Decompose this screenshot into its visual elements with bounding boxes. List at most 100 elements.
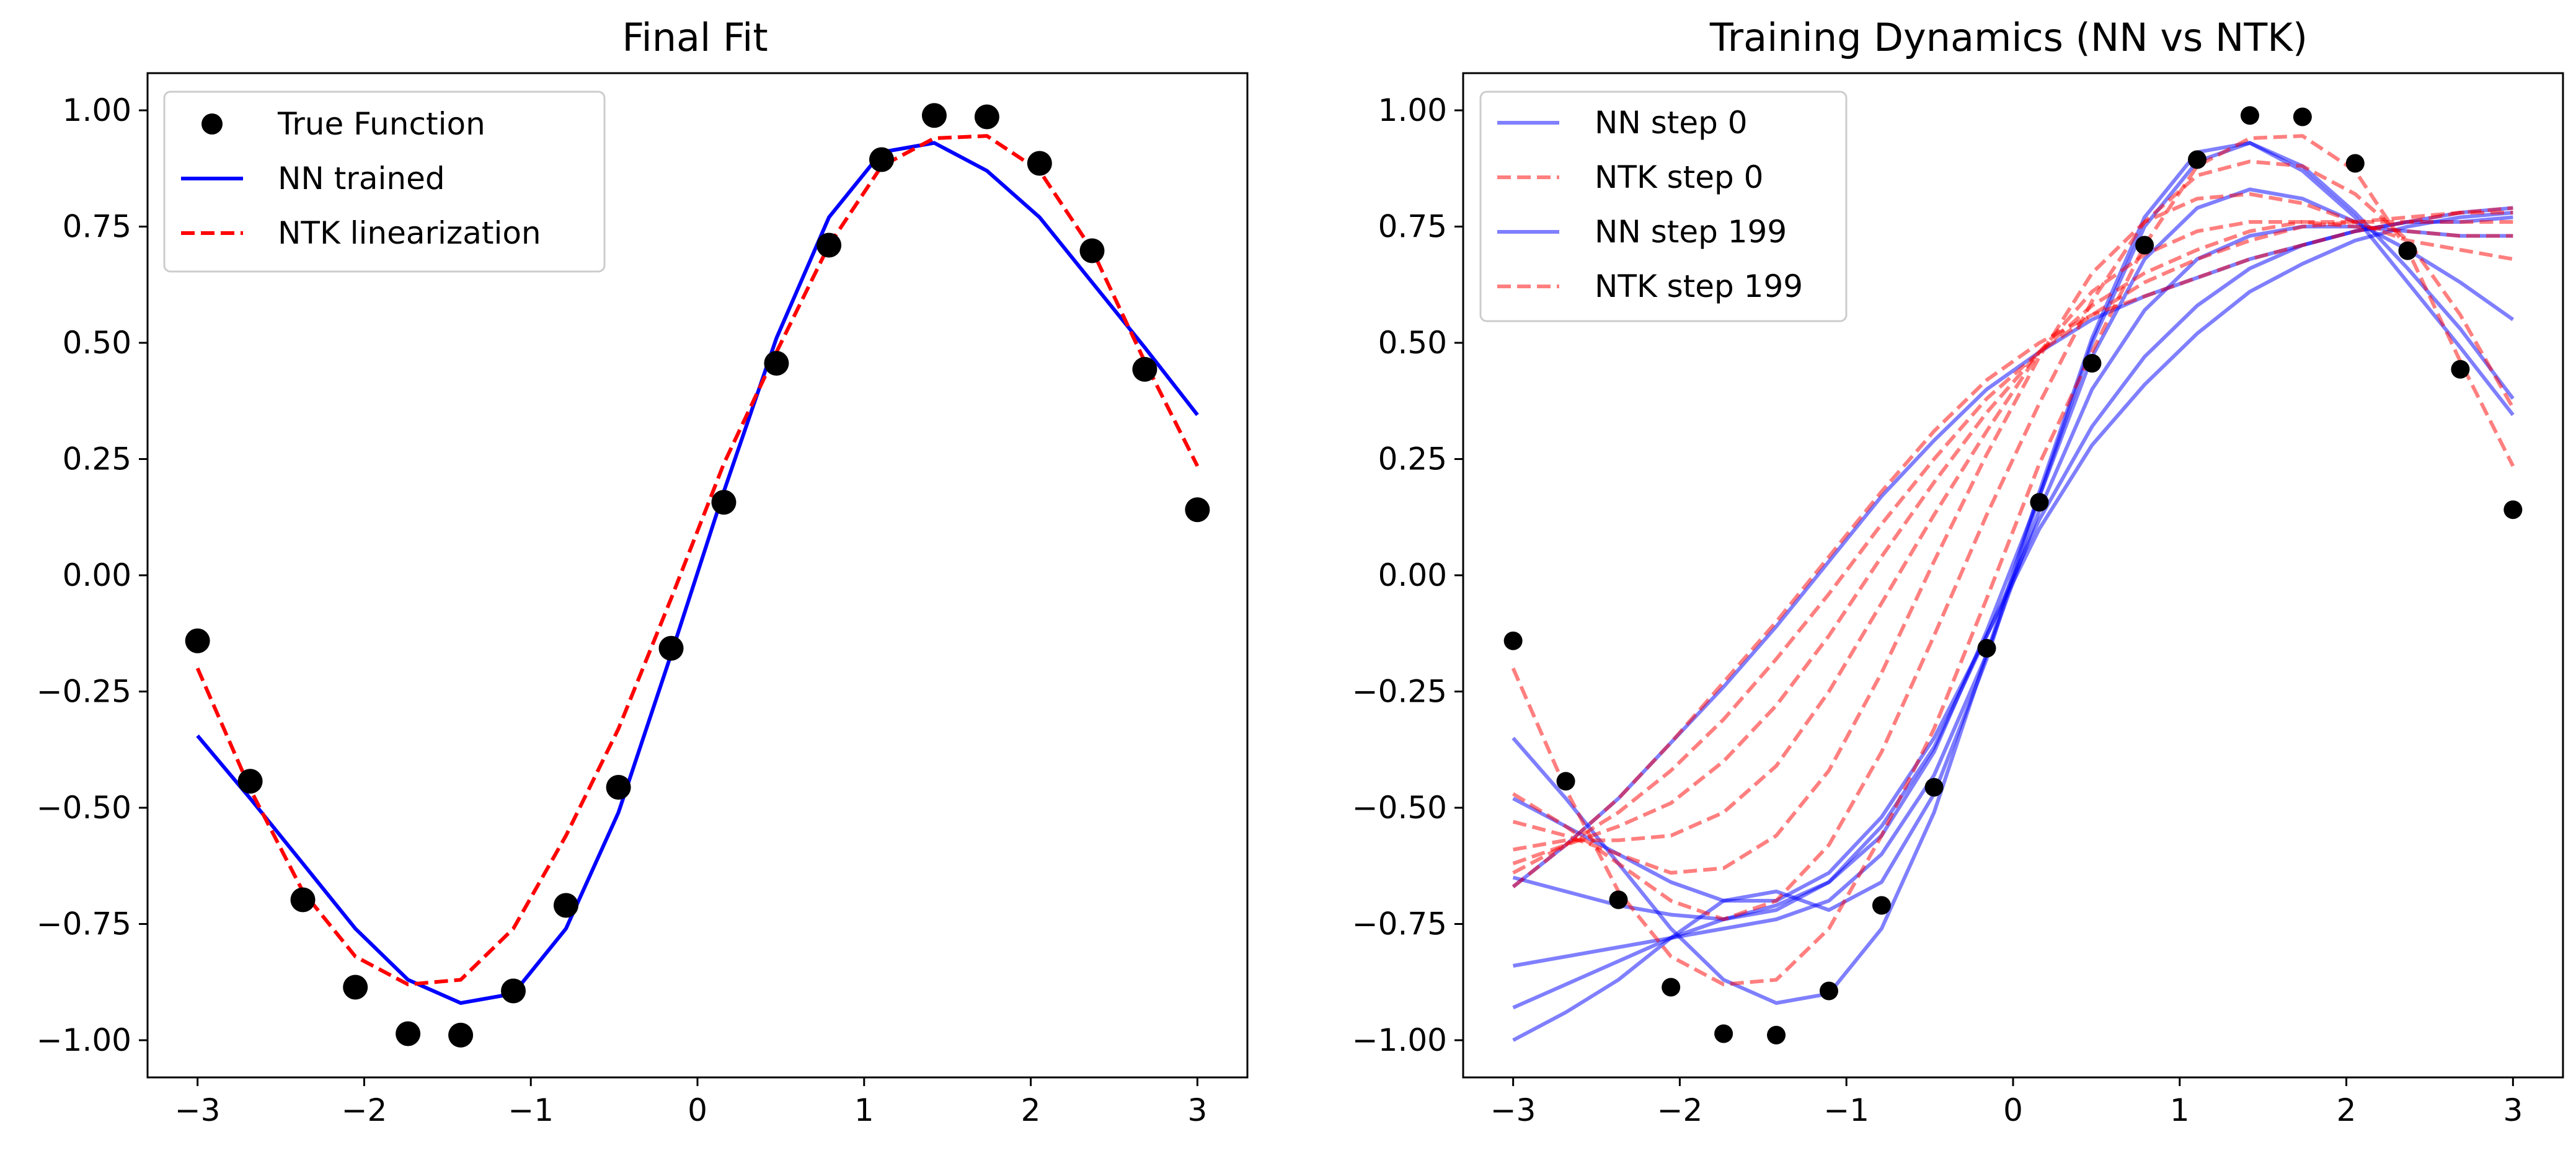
right-legend: NN step 0 NTK step 0 NN step 199 NTK ste… bbox=[1479, 91, 1848, 322]
right-x-tick-label: −3 bbox=[1490, 1092, 1536, 1128]
left-data-point bbox=[185, 628, 210, 653]
right-y-tick-label: −0.50 bbox=[1352, 790, 1447, 826]
right-y-tick-label: 0.25 bbox=[1378, 441, 1447, 477]
right-data-point bbox=[2503, 500, 2523, 519]
left-y-tick-label: 0.75 bbox=[63, 209, 131, 245]
left-y-tick-label: 0.25 bbox=[63, 441, 131, 477]
right-legend-label-ntk-step-199: NTK step 199 bbox=[1595, 268, 1803, 304]
left-data-point bbox=[711, 490, 737, 515]
left-legend: True Function NN trained NTK linearizati… bbox=[163, 91, 606, 273]
left-x-tick-label: −1 bbox=[508, 1092, 554, 1128]
left-y-ticks: −1.00 −0.75 −0.50 −0.25 0.00 0.25 0.50 0.75 1.00 bbox=[37, 92, 148, 1058]
panel-training-dynamics: Training Dynamics (NN vs NTK) −3 −2 −1 0 1 2 3… bbox=[1352, 15, 2564, 1128]
right-legend-label-nn-step-0: NN step 0 bbox=[1595, 105, 1748, 141]
left-data-point bbox=[658, 635, 684, 661]
left-legend-box bbox=[163, 91, 606, 273]
left-title: Final Fit bbox=[622, 15, 768, 60]
left-data-point bbox=[606, 775, 631, 800]
right-data-point bbox=[2082, 354, 2102, 373]
right-legend-label-nn-step-199: NN step 199 bbox=[1595, 214, 1787, 250]
right-data-point bbox=[1924, 778, 1944, 797]
left-data-point bbox=[290, 887, 316, 913]
right-x-tick-label: 3 bbox=[2503, 1092, 2523, 1128]
left-data-point bbox=[869, 147, 895, 172]
left-data-point bbox=[1132, 356, 1157, 382]
right-data-point bbox=[2293, 107, 2312, 126]
left-x-tick-label: 1 bbox=[854, 1092, 874, 1128]
left-data-point bbox=[237, 769, 263, 794]
left-x-tick-label: 0 bbox=[688, 1092, 707, 1128]
left-data-point bbox=[764, 351, 789, 376]
right-title: Training Dynamics (NN vs NTK) bbox=[1709, 15, 2308, 60]
right-x-tick-label: 0 bbox=[2003, 1092, 2023, 1128]
right-data-point bbox=[1714, 1024, 1733, 1043]
left-y-tick-label: 0.50 bbox=[63, 325, 131, 361]
right-data-point bbox=[1977, 639, 1996, 658]
right-legend-box bbox=[1479, 91, 1848, 322]
left-data-point bbox=[343, 975, 368, 1000]
right-plot-area bbox=[1503, 106, 2523, 1045]
left-x-tick-label: 2 bbox=[1021, 1092, 1041, 1128]
right-data-point bbox=[2030, 493, 2049, 512]
right-ntk-curve-0 bbox=[1512, 206, 2513, 888]
right-ntk-curve-1 bbox=[1512, 211, 2513, 875]
left-plot-area bbox=[185, 103, 1210, 1048]
right-y-tick-label: 0.75 bbox=[1378, 209, 1447, 245]
right-ntk-curve-4 bbox=[1512, 192, 2513, 875]
left-y-tick-label: −0.25 bbox=[37, 674, 131, 710]
left-y-tick-label: −0.75 bbox=[37, 906, 131, 942]
right-data-point bbox=[1819, 981, 1838, 1001]
right-x-tick-label: 1 bbox=[2170, 1092, 2190, 1128]
right-ntk-curve-5 bbox=[1512, 159, 2515, 921]
right-y-tick-label: 1.00 bbox=[1378, 92, 1447, 128]
left-y-tick-label: 0.00 bbox=[63, 557, 131, 593]
right-x-tick-label: −2 bbox=[1657, 1092, 1703, 1128]
right-ntk-curve-3 bbox=[1513, 220, 2513, 852]
left-data-point bbox=[1027, 151, 1052, 176]
left-y-tick-label: −1.00 bbox=[37, 1022, 131, 1058]
right-data-point bbox=[1503, 631, 1523, 650]
left-legend-label-true-function: True Function bbox=[277, 106, 485, 142]
right-y-tick-label: −0.25 bbox=[1352, 674, 1447, 710]
left-data-point bbox=[448, 1022, 474, 1048]
right-data-point bbox=[2345, 154, 2365, 173]
right-y-tick-label: 0.00 bbox=[1378, 557, 1447, 593]
left-x-tick-label: −3 bbox=[175, 1092, 221, 1128]
right-x-tick-label: 2 bbox=[2337, 1092, 2357, 1128]
right-data-point bbox=[2188, 150, 2207, 169]
right-data-point bbox=[1556, 772, 1575, 791]
left-data-point bbox=[1079, 238, 1105, 263]
left-legend-marker-true-function bbox=[201, 113, 223, 135]
right-data-point bbox=[1662, 978, 1681, 997]
right-data-point bbox=[2451, 360, 2470, 379]
right-x-tick-label: −1 bbox=[1823, 1092, 1869, 1128]
left-x-ticks: −3 −2 −1 0 1 2 3 bbox=[175, 1077, 1207, 1128]
panel-final-fit: Final Fit −3 −2 −1 0 1 2 3 −1.00 −0.75 −0.50 −0.2… bbox=[37, 15, 1249, 1128]
right-data-point bbox=[2398, 241, 2417, 260]
left-series-nn-trained bbox=[196, 141, 1199, 1005]
right-y-tick-label: 0.50 bbox=[1378, 325, 1447, 361]
right-data-point bbox=[2240, 106, 2259, 125]
right-data-point bbox=[1767, 1025, 1786, 1045]
right-legend-label-ntk-step-0: NTK step 0 bbox=[1595, 159, 1764, 195]
left-legend-label-nn-trained: NN trained bbox=[278, 161, 445, 197]
right-y-tick-label: −0.75 bbox=[1352, 906, 1447, 942]
left-data-point bbox=[1185, 497, 1210, 523]
left-data-point bbox=[500, 978, 526, 1004]
left-data-point bbox=[553, 893, 578, 918]
left-data-point bbox=[817, 232, 842, 258]
left-data-point bbox=[921, 103, 947, 128]
right-x-ticks: −3 −2 −1 0 1 2 3 bbox=[1490, 1077, 2523, 1128]
right-ntk-curve-2 bbox=[1512, 220, 2513, 865]
right-y-ticks: −1.00 −0.75 −0.50 −0.25 0.00 0.25 0.50 0.75 1.00 bbox=[1352, 92, 1463, 1058]
right-data-point bbox=[1872, 896, 1891, 915]
right-data-point bbox=[2135, 236, 2154, 255]
left-legend-label-ntk-linearization: NTK linearization bbox=[278, 215, 541, 251]
left-data-point bbox=[974, 104, 999, 130]
right-y-tick-label: −1.00 bbox=[1352, 1022, 1447, 1058]
left-x-tick-label: −2 bbox=[342, 1092, 387, 1128]
left-data-point bbox=[396, 1021, 421, 1046]
left-y-tick-label: −0.50 bbox=[37, 790, 131, 826]
right-data-point bbox=[1609, 890, 1628, 909]
